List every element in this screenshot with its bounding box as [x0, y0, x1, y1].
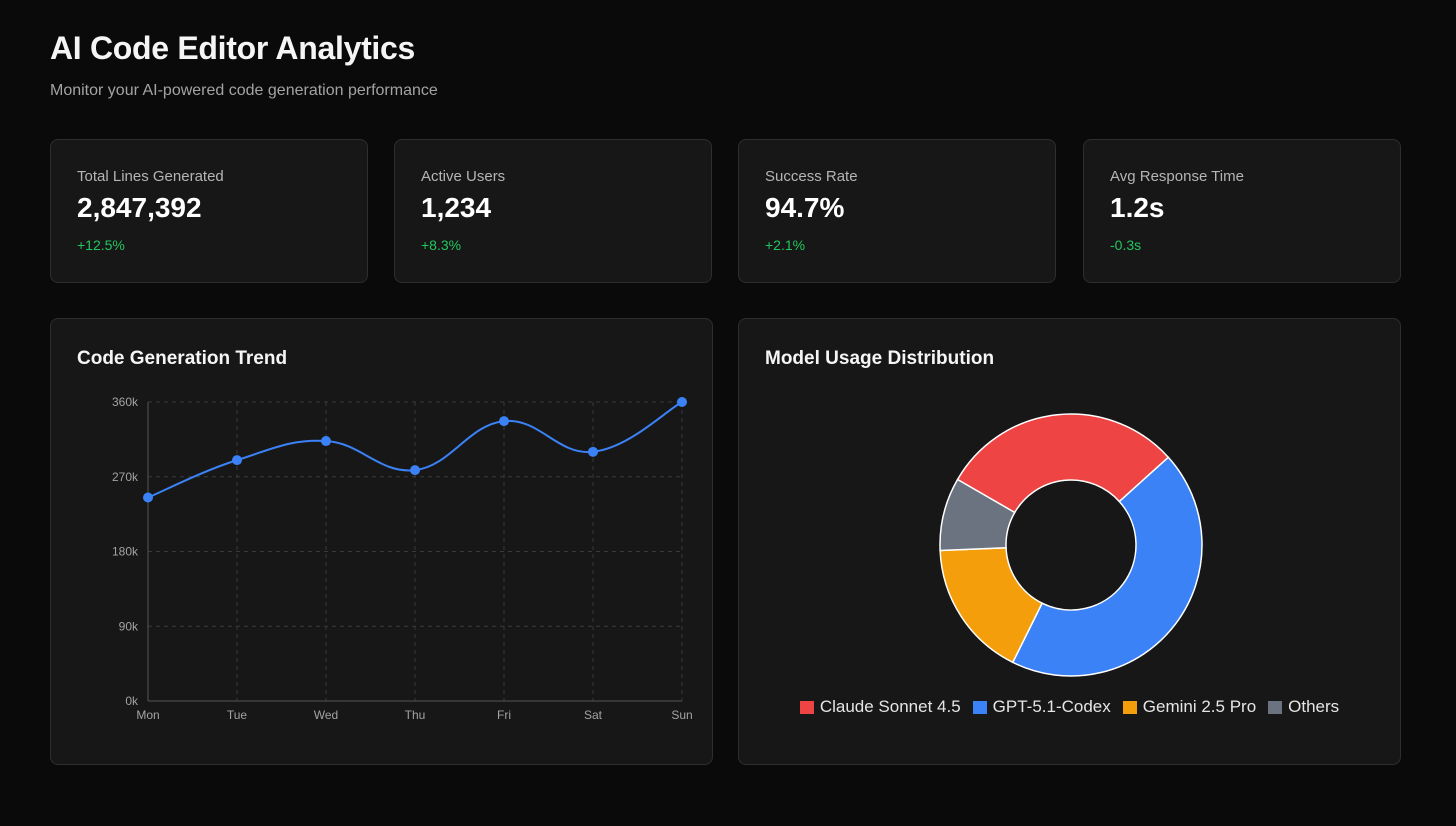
- stat-label: Avg Response Time: [1110, 168, 1244, 185]
- stat-value: 2,847,392: [77, 192, 202, 223]
- y-tick-label: 90k: [119, 619, 139, 633]
- donut-slice: [1011, 456, 1203, 677]
- data-point: [499, 416, 509, 427]
- donut-legend: Claude Sonnet 4.5 GPT-5.1-Codex Gemini 2…: [739, 697, 1400, 717]
- y-tick-label: 270k: [112, 470, 139, 484]
- data-point: [677, 397, 687, 407]
- legend-label: GPT-5.1-Codex: [992, 697, 1111, 716]
- legend-swatch: [972, 700, 987, 714]
- stat-change: +8.3%: [421, 237, 462, 253]
- x-tick-label: Sat: [584, 708, 603, 722]
- y-tick-label: 0k: [125, 694, 139, 708]
- data-point: [410, 465, 420, 476]
- data-point: [143, 492, 153, 503]
- stat-change: -0.3s: [1110, 237, 1142, 253]
- data-point: [232, 455, 242, 466]
- y-tick-label: 180k: [112, 545, 139, 559]
- x-tick-label: Thu: [405, 708, 426, 722]
- x-tick-label: Tue: [227, 708, 248, 722]
- stat-label: Active Users: [421, 168, 506, 185]
- page-subtitle: Monitor your AI-powered code generation …: [50, 82, 438, 99]
- data-point: [588, 446, 598, 457]
- stat-value: 94.7%: [765, 192, 845, 223]
- stat-change: +2.1%: [765, 237, 806, 253]
- stat-card-active-users: Active Users 1,234 +8.3%: [394, 139, 712, 283]
- stat-value: 1.2s: [1110, 192, 1165, 223]
- x-tick-label: Fri: [497, 708, 511, 722]
- stat-card-success-rate: Success Rate 94.7% +2.1%: [738, 139, 1056, 283]
- model-usage-title: Model Usage Distribution: [765, 348, 995, 369]
- legend-item-claude[interactable]: Claude Sonnet 4.5: [799, 697, 961, 717]
- legend-item-gemini[interactable]: Gemini 2.5 Pro: [1122, 697, 1257, 717]
- donut-slice: [956, 413, 1170, 514]
- stat-card-total-lines: Total Lines Generated 2,847,392 +12.5%: [50, 139, 368, 283]
- x-tick-label: Sun: [671, 708, 692, 722]
- stat-label: Total Lines Generated: [77, 168, 224, 185]
- x-tick-label: Wed: [314, 708, 338, 722]
- legend-label: Gemini 2.5 Pro: [1142, 697, 1257, 716]
- y-tick-label: 360k: [112, 395, 139, 409]
- trend-chart-panel: Code Generation Trend 0k 90k 180k 270k 360k M…: [50, 318, 713, 765]
- legend-item-gpt[interactable]: GPT-5.1-Codex: [972, 697, 1111, 717]
- stat-value: 1,234: [421, 192, 492, 223]
- trend-chart-title: Code Generation Trend: [77, 348, 288, 369]
- legend-swatch: [799, 700, 814, 714]
- page-title: AI Code Editor Analytics: [50, 30, 416, 66]
- donut-slice: [939, 478, 1016, 552]
- legend-swatch: [1268, 700, 1283, 714]
- legend-label: Claude Sonnet 4.5: [819, 697, 961, 716]
- x-tick-label: Mon: [136, 708, 159, 722]
- data-point: [321, 436, 331, 447]
- model-usage-donut-chart: [939, 413, 1203, 677]
- legend-swatch: [1122, 700, 1137, 714]
- trend-line-chart: 0k 90k 180k 270k 360k Mon Tue Wed Thu Fri Sat Sun: [112, 395, 693, 722]
- legend-label: Others: [1288, 697, 1340, 716]
- stat-card-avg-response-time: Avg Response Time 1.2s -0.3s: [1083, 139, 1401, 283]
- legend-item-others[interactable]: Others: [1268, 697, 1339, 717]
- stat-change: +12.5%: [77, 237, 125, 253]
- stat-label: Success Rate: [765, 168, 858, 185]
- model-usage-panel: Model Usage Distribution Claude Sonnet 4…: [738, 318, 1401, 765]
